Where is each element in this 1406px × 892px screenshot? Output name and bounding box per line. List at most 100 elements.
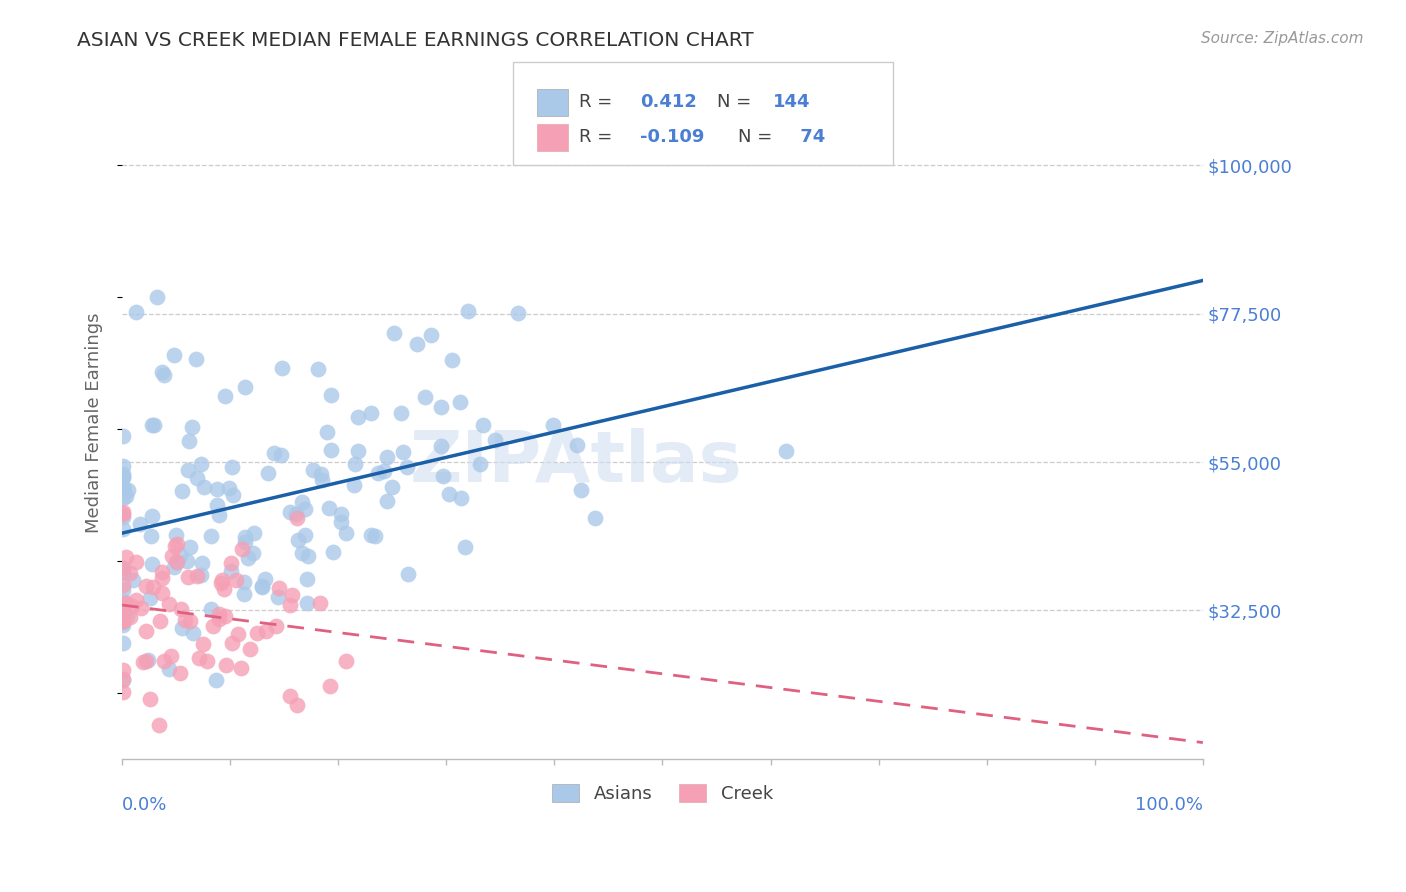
Point bbox=[149, 614, 172, 628]
Point bbox=[112, 608, 135, 623]
Point bbox=[308, 597, 330, 611]
Text: 100.0%: 100.0% bbox=[1135, 796, 1204, 814]
Point bbox=[243, 525, 266, 540]
Point bbox=[188, 651, 211, 665]
Point bbox=[150, 571, 173, 585]
Point bbox=[335, 526, 357, 541]
Point bbox=[222, 488, 245, 502]
Point bbox=[170, 621, 193, 635]
Legend: Asians, Creek: Asians, Creek bbox=[544, 776, 780, 810]
Point bbox=[112, 429, 135, 443]
Point bbox=[150, 365, 173, 379]
Text: -0.109: -0.109 bbox=[640, 128, 704, 146]
Point bbox=[367, 466, 389, 480]
Point bbox=[396, 566, 419, 581]
Point bbox=[170, 484, 193, 499]
Point bbox=[308, 362, 330, 376]
Point bbox=[287, 533, 309, 548]
Text: N =: N = bbox=[717, 94, 751, 112]
Point bbox=[297, 549, 319, 564]
Point bbox=[311, 473, 333, 487]
Point bbox=[541, 417, 564, 432]
Point bbox=[233, 587, 256, 601]
Point bbox=[112, 636, 135, 650]
Point bbox=[291, 546, 314, 560]
Point bbox=[250, 579, 273, 593]
Point bbox=[430, 439, 453, 453]
Point bbox=[420, 328, 443, 343]
Point bbox=[112, 672, 135, 686]
Point bbox=[190, 457, 212, 471]
Point bbox=[186, 471, 208, 485]
Point bbox=[263, 445, 285, 459]
Point bbox=[166, 536, 188, 550]
Point bbox=[166, 555, 188, 569]
Point bbox=[363, 528, 385, 542]
Point bbox=[214, 608, 236, 623]
Point bbox=[221, 556, 243, 570]
Point bbox=[125, 593, 148, 607]
Point bbox=[112, 582, 135, 597]
Point bbox=[457, 304, 479, 318]
Point bbox=[343, 478, 366, 492]
Point bbox=[472, 418, 495, 433]
Point bbox=[239, 642, 262, 657]
Point bbox=[439, 487, 461, 501]
Point bbox=[177, 434, 200, 449]
Point bbox=[157, 662, 180, 676]
Point bbox=[413, 390, 436, 404]
Point bbox=[330, 508, 353, 522]
Point bbox=[430, 400, 453, 414]
Point bbox=[115, 489, 138, 503]
Point bbox=[291, 494, 314, 508]
Point bbox=[153, 654, 176, 668]
Point bbox=[322, 545, 344, 559]
Point bbox=[221, 635, 243, 649]
Point bbox=[236, 550, 259, 565]
Point bbox=[136, 652, 159, 666]
Point bbox=[209, 576, 232, 591]
Point bbox=[253, 572, 276, 586]
Point bbox=[129, 517, 152, 532]
Point bbox=[231, 541, 253, 556]
Point bbox=[294, 528, 316, 542]
Point bbox=[150, 565, 173, 579]
Point bbox=[146, 290, 169, 304]
Point bbox=[169, 666, 191, 681]
Point bbox=[207, 482, 229, 496]
Point bbox=[373, 464, 395, 478]
Point bbox=[190, 567, 212, 582]
Point bbox=[454, 540, 477, 554]
Point bbox=[118, 609, 141, 624]
Point bbox=[225, 573, 247, 587]
Point bbox=[177, 570, 200, 584]
Point bbox=[226, 626, 249, 640]
Point bbox=[285, 511, 308, 525]
Point bbox=[112, 564, 135, 578]
Point bbox=[112, 614, 135, 628]
Point bbox=[138, 692, 160, 706]
Point bbox=[441, 352, 464, 367]
Point bbox=[135, 654, 157, 668]
Point bbox=[112, 458, 135, 473]
Point bbox=[214, 389, 236, 403]
Point bbox=[215, 657, 238, 672]
Point bbox=[112, 480, 135, 494]
Point bbox=[112, 685, 135, 699]
Point bbox=[269, 582, 291, 596]
Point bbox=[432, 468, 454, 483]
Point bbox=[278, 505, 301, 519]
Point bbox=[450, 491, 472, 505]
Point bbox=[382, 326, 405, 341]
Point bbox=[112, 470, 135, 484]
Point bbox=[112, 566, 135, 580]
Point bbox=[484, 433, 506, 447]
Point bbox=[391, 445, 413, 459]
Point bbox=[233, 534, 256, 549]
Point bbox=[112, 469, 135, 483]
Point bbox=[150, 586, 173, 600]
Point bbox=[229, 661, 252, 675]
Point bbox=[375, 494, 398, 508]
Point bbox=[266, 590, 288, 604]
Point bbox=[233, 379, 256, 393]
